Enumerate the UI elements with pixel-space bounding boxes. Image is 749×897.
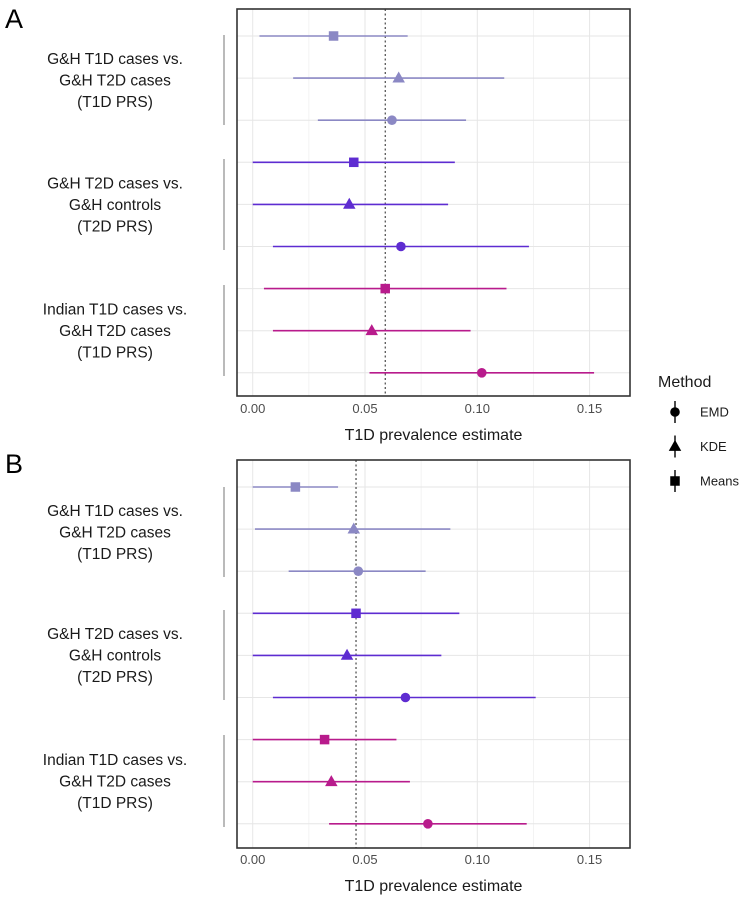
x-tick-label: 0.15: [577, 852, 602, 867]
x-tick-label: 0.10: [465, 852, 490, 867]
point-emd: [476, 368, 487, 378]
group-label: G&H T1D cases vs. G&H T2D cases (T1D PRS): [47, 51, 183, 111]
group-1: [252, 482, 451, 576]
group-label: G&H T2D cases vs. G&H controls (T2D PRS): [47, 176, 183, 236]
group-3: [252, 734, 527, 829]
group-label: Indian T1D cases vs. G&H T2D cases (T1D PR…: [43, 302, 187, 362]
panel-border: [236, 8, 631, 397]
point-means: [290, 482, 301, 492]
group-label: G&H T1D cases vs. G&H T2D cases (T1D PRS): [47, 503, 183, 563]
point-kde: [347, 522, 361, 534]
point-means: [328, 31, 339, 41]
legend: Method EMD KDE Means: [658, 374, 740, 492]
panel-border: [236, 459, 631, 849]
x-tick-label: 0.05: [352, 401, 377, 416]
group-label-line: (T2D PRS): [77, 219, 153, 236]
group-label-line: (T1D PRS): [77, 94, 153, 111]
x-tick-label: 0.10: [465, 401, 490, 416]
group-label-line: G&H T1D cases vs.: [47, 503, 183, 520]
legend-title: Method: [658, 374, 711, 391]
legend-item-means: Means: [670, 470, 740, 492]
group-label: G&H T2D cases vs. G&H controls (T2D PRS): [47, 626, 183, 686]
group-label-line: Indian T1D cases vs.: [43, 302, 187, 319]
x-axis-title: T1D prevalence estimate: [345, 878, 523, 895]
legend-item-kde: KDE: [668, 435, 727, 458]
legend-label: KDE: [700, 439, 727, 454]
point-means: [351, 608, 361, 619]
group-label-line: G&H T1D cases vs.: [47, 51, 183, 68]
legend-key-triangle: [668, 439, 682, 451]
x-axis-title: T1D prevalence estimate: [345, 427, 523, 444]
group-label-line: G&H T2D cases: [59, 774, 171, 791]
legend-key-circle: [670, 407, 680, 417]
gridlines: [237, 9, 630, 396]
legend-label: Means: [700, 474, 740, 489]
group-label-line: (T2D PRS): [77, 669, 153, 686]
point-emd: [423, 819, 433, 829]
group-label-line: G&H T2D cases: [59, 323, 171, 340]
legend-key-square: [670, 476, 680, 486]
group-label-line: (T1D PRS): [77, 546, 153, 563]
group-1: [259, 31, 505, 125]
point-emd: [387, 115, 397, 125]
point-kde: [343, 197, 356, 209]
x-tick-label: 0.15: [577, 401, 602, 416]
group-label-line: G&H T2D cases: [59, 525, 171, 542]
panel-letter: A: [5, 4, 23, 34]
point-emd: [400, 692, 411, 703]
point-emd: [353, 566, 364, 576]
point-emd: [396, 241, 406, 252]
x-tick-label: 0.00: [240, 852, 265, 867]
group-label-line: (T1D PRS): [77, 795, 153, 812]
group-label-line: G&H T2D cases: [59, 73, 171, 90]
group-3: [263, 283, 595, 378]
group-label-line: G&H T2D cases vs.: [47, 176, 183, 193]
group-label-line: G&H controls: [69, 197, 161, 214]
point-kde: [340, 648, 354, 660]
panel-b: B G&H T1D cases vs. G&H T2D cases (T1D PRS)…: [5, 449, 631, 895]
point-means: [319, 734, 330, 745]
legend-label: EMD: [700, 405, 729, 420]
panel-letter: B: [5, 449, 23, 479]
group-2: [252, 157, 529, 252]
point-kde: [392, 71, 405, 83]
group-label-line: G&H controls: [69, 648, 161, 665]
point-means: [349, 157, 359, 168]
legend-item-emd: EMD: [670, 401, 729, 423]
point-means: [380, 283, 390, 294]
group-label-line: (T1D PRS): [77, 345, 153, 362]
group-label: Indian T1D cases vs. G&H T2D cases (T1D PR…: [43, 752, 187, 812]
x-tick-label: 0.05: [352, 852, 377, 867]
panel-a: A G&H T1D cases vs. G&H T2D cases (T1D PRS)…: [5, 4, 631, 444]
group-label-line: Indian T1D cases vs.: [43, 752, 187, 769]
group-2: [252, 608, 536, 703]
gridlines: [237, 460, 630, 848]
point-kde: [365, 324, 378, 336]
group-label-line: G&H T2D cases vs.: [47, 626, 183, 643]
x-tick-label: 0.00: [240, 401, 265, 416]
point-kde: [325, 775, 338, 787]
